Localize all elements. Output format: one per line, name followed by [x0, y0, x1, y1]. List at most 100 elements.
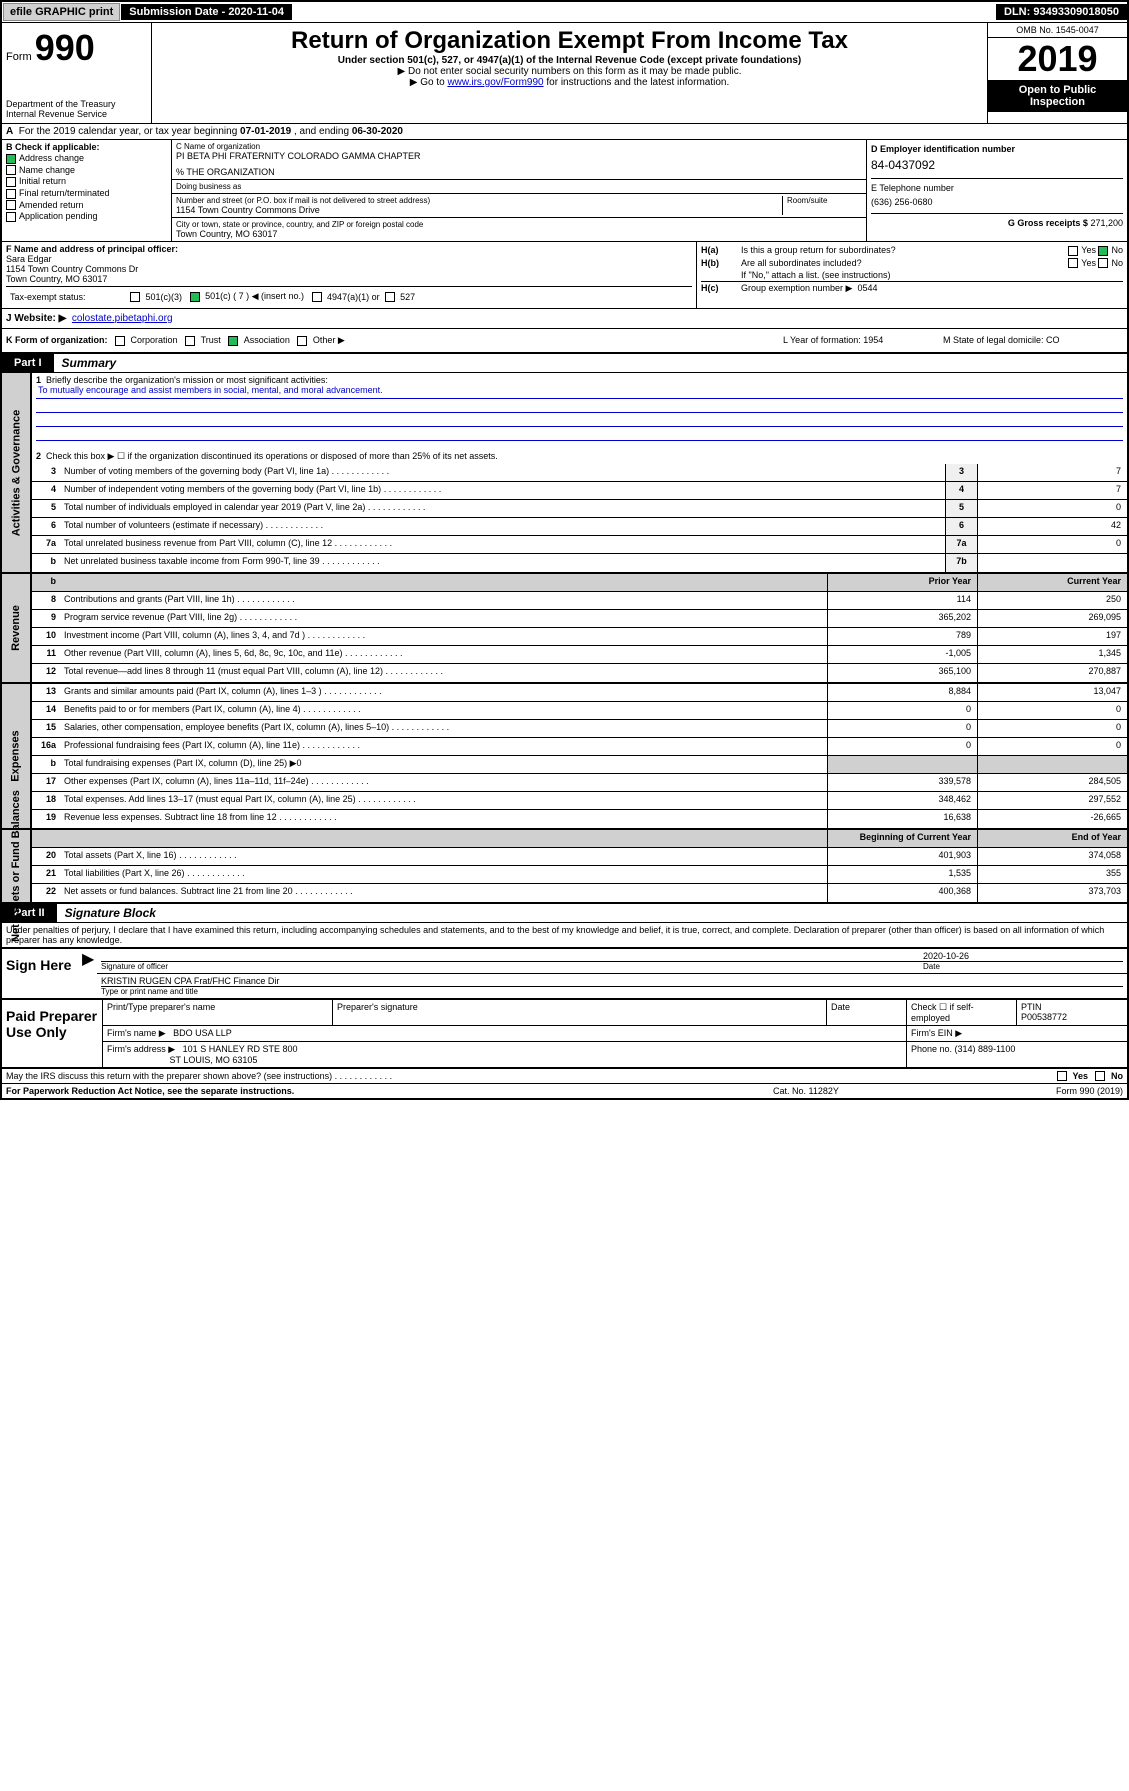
- discuss-yes[interactable]: [1057, 1071, 1067, 1081]
- exp-row: 18Total expenses. Add lines 13–17 (must …: [32, 792, 1127, 810]
- exp-side-label: Expenses: [10, 730, 22, 781]
- l-year: L Year of formation: 1954: [783, 335, 943, 346]
- rev-row: 11Other revenue (Part VIII, column (A), …: [32, 646, 1127, 664]
- part1-tag: Part I: [2, 354, 54, 372]
- m-state: M State of legal domicile: CO: [943, 335, 1123, 346]
- chk-assoc[interactable]: [228, 336, 238, 346]
- part1-header: Part I Summary: [2, 354, 1127, 373]
- firm-addr-hdr: Firm's address ▶: [107, 1044, 175, 1054]
- title-block: Return of Organization Exempt From Incom…: [152, 23, 987, 123]
- firm-name-hdr: Firm's name ▶: [107, 1028, 166, 1038]
- preparer-block: Paid Preparer Use Only Print/Type prepar…: [2, 1000, 1127, 1069]
- name-title-hdr: Type or print name and title: [101, 986, 1123, 996]
- website-row: J Website: ▶ colostate.pibetaphi.org: [2, 309, 1127, 329]
- part1-title: Summary: [54, 354, 125, 372]
- sign-date-hdr: Date: [923, 961, 1123, 971]
- form-prefix: Form: [6, 51, 32, 63]
- perjury-declaration: Under penalties of perjury, I declare th…: [2, 923, 1127, 949]
- governance-section: Activities & Governance 1 Briefly descri…: [2, 373, 1127, 574]
- officer-name: Sara Edgar: [6, 254, 692, 264]
- org-name: PI BETA PHI FRATERNITY COLORADO GAMMA CH…: [176, 151, 862, 161]
- hb-yes[interactable]: [1068, 258, 1078, 268]
- chk-name-change[interactable]: Name change: [6, 165, 167, 176]
- street-address: 1154 Town Country Commons Drive: [176, 205, 782, 215]
- mission-text: To mutually encourage and assist members…: [36, 385, 1123, 399]
- chk-final-return[interactable]: Final return/terminated: [6, 188, 167, 199]
- website-link[interactable]: colostate.pibetaphi.org: [72, 313, 173, 324]
- chk-amended[interactable]: Amended return: [6, 200, 167, 211]
- prep-date-hdr: Date: [827, 1000, 907, 1025]
- rev-row: 10Investment income (Part VIII, column (…: [32, 628, 1127, 646]
- col-d: D Employer identification number 84-0437…: [867, 140, 1127, 241]
- expenses-section: Expenses 13Grants and similar amounts pa…: [2, 684, 1127, 830]
- dba-hdr: Doing business as: [176, 182, 862, 191]
- begin-year-hdr: Beginning of Current Year: [827, 830, 977, 847]
- exp-row: 17Other expenses (Part IX, column (A), l…: [32, 774, 1127, 792]
- part2-title: Signature Block: [57, 904, 164, 922]
- chk-initial-return[interactable]: Initial return: [6, 176, 167, 187]
- chk-527[interactable]: [385, 292, 395, 302]
- chk-other[interactable]: [297, 336, 307, 346]
- gov-side-label: Activities & Governance: [10, 409, 22, 536]
- hb-no[interactable]: [1098, 258, 1108, 268]
- discuss-no[interactable]: [1095, 1071, 1105, 1081]
- prep-name-hdr: Print/Type preparer's name: [103, 1000, 333, 1025]
- revenue-section: Revenue b Prior Year Current Year 8Contr…: [2, 574, 1127, 684]
- dept-irs: Internal Revenue Service: [6, 109, 147, 119]
- gov-row: 3Number of voting members of the governi…: [32, 464, 1127, 482]
- rev-row: 12Total revenue—add lines 8 through 11 (…: [32, 664, 1127, 682]
- irs-link[interactable]: www.irs.gov/Form990: [447, 77, 543, 88]
- ein-hdr: D Employer identification number: [871, 144, 1015, 154]
- k-row: K Form of organization: Corporation Trus…: [2, 329, 1127, 354]
- care-of: % THE ORGANIZATION: [176, 167, 862, 177]
- sign-arrow-icon: ▶: [82, 949, 97, 998]
- gov-row: 4Number of independent voting members of…: [32, 482, 1127, 500]
- firm-name: BDO USA LLP: [173, 1028, 232, 1038]
- ptin-value: P00538772: [1021, 1012, 1123, 1022]
- hc-lbl: H(c): [701, 283, 741, 294]
- gov-row: 5Total number of individuals employed in…: [32, 500, 1127, 518]
- gross-hdr: G Gross receipts $: [1008, 218, 1088, 228]
- line-a: A For the 2019 calendar year, or tax yea…: [2, 123, 1127, 140]
- c-name-hdr: C Name of organization: [176, 142, 862, 151]
- prep-sig-hdr: Preparer's signature: [333, 1000, 827, 1025]
- chk-corp[interactable]: [115, 336, 125, 346]
- hb-note: If "No," attach a list. (see instruction…: [741, 270, 890, 280]
- col-c: C Name of organization PI BETA PHI FRATE…: [172, 140, 867, 241]
- preparer-lbl: Paid Preparer Use Only: [2, 1000, 102, 1067]
- open-public: Open to Public Inspection: [988, 80, 1127, 112]
- header: Form 990 Department of the Treasury Inte…: [2, 23, 1127, 123]
- line2-text: Check this box ▶ ☐ if the organization d…: [46, 451, 498, 461]
- prior-year-hdr: Prior Year: [827, 574, 977, 591]
- paperwork-notice: For Paperwork Reduction Act Notice, see …: [6, 1086, 773, 1096]
- city-hdr: City or town, state or province, country…: [176, 220, 862, 229]
- efile-btn[interactable]: efile GRAPHIC print: [3, 3, 120, 21]
- chk-501c3[interactable]: [130, 292, 140, 302]
- chk-4947[interactable]: [312, 292, 322, 302]
- part2-header: Part II Signature Block: [2, 904, 1127, 923]
- tax-status-lbl: Tax-exempt status:: [10, 292, 130, 302]
- telephone: (636) 256-0680: [871, 193, 1123, 211]
- chk-trust[interactable]: [185, 336, 195, 346]
- end-year-hdr: End of Year: [977, 830, 1127, 847]
- instruction-2: ▶ Go to www.irs.gov/Form990 for instruct…: [156, 77, 983, 88]
- chk-app-pending[interactable]: Application pending: [6, 211, 167, 222]
- footer: For Paperwork Reduction Act Notice, see …: [2, 1084, 1127, 1098]
- ha-yes[interactable]: [1068, 246, 1078, 256]
- f-hdr: F Name and address of principal officer:: [6, 244, 178, 254]
- chk-501c[interactable]: [190, 292, 200, 302]
- k-lbl: K Form of organization:: [6, 335, 108, 345]
- section-f-h: F Name and address of principal officer:…: [2, 242, 1127, 309]
- tax-year: 2019: [988, 38, 1127, 80]
- exp-row: bTotal fundraising expenses (Part IX, co…: [32, 756, 1127, 774]
- catalog-number: Cat. No. 11282Y: [773, 1086, 973, 1096]
- officer-printed-name: KRISTIN RUGEN CPA Frat/FHC Finance Dir: [101, 976, 1123, 986]
- chk-address-change[interactable]: Address change: [6, 153, 167, 164]
- sign-here-block: Sign Here ▶ Signature of officer 2020-10…: [2, 949, 1127, 1000]
- year-block: OMB No. 1545-0047 2019 Open to Public In…: [987, 23, 1127, 123]
- ha-no[interactable]: [1098, 246, 1108, 256]
- form-title: Return of Organization Exempt From Incom…: [156, 27, 983, 55]
- gov-row: bNet unrelated business taxable income f…: [32, 554, 1127, 572]
- b-header: B Check if applicable:: [6, 142, 100, 152]
- section-b-c-d: B Check if applicable: Address change Na…: [2, 140, 1127, 242]
